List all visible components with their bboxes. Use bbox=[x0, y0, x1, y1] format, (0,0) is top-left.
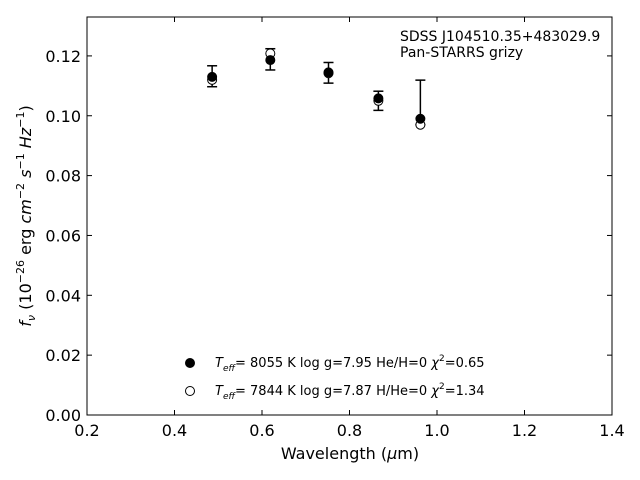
x-tick-label: 0.8 bbox=[337, 421, 362, 440]
y-tick-label: 0.06 bbox=[45, 226, 81, 245]
plot-area bbox=[207, 47, 426, 130]
model-point-filled bbox=[265, 55, 276, 66]
model-point-filled bbox=[323, 67, 334, 78]
x-tick-label: 1.4 bbox=[599, 421, 624, 440]
y-ticks: 0.00 0.02 0.04 0.06 0.08 0.10 0.12 bbox=[45, 47, 612, 425]
x-tick-label: 0.4 bbox=[162, 421, 187, 440]
y-tick-label: 0.04 bbox=[45, 286, 81, 305]
x-tick-label: 1.2 bbox=[512, 421, 537, 440]
legend: Teff= 8055 K log g=7.95 He/H=0 χ2=0.65 T… bbox=[185, 354, 485, 402]
y-tick-label: 0.02 bbox=[45, 346, 81, 365]
y-tick-label: 0.00 bbox=[45, 406, 81, 425]
x-tick-label: 0.6 bbox=[249, 421, 274, 440]
legend-label-model-2: Teff= 7844 K log g=7.87 H/He=0 χ2=1.34 bbox=[215, 382, 485, 402]
legend-label-model-1: Teff= 8055 K log g=7.95 He/H=0 χ2=0.65 bbox=[215, 354, 485, 374]
y-tick-label: 0.08 bbox=[45, 167, 81, 186]
plot-frame bbox=[86, 16, 613, 416]
model-point-filled bbox=[207, 71, 218, 82]
model-point-filled bbox=[415, 113, 426, 124]
y-axis-label: fν (10−26 erg cm−2 s−1 Hz−1) bbox=[14, 105, 38, 326]
annotation-object-name: SDSS J104510.35+483029.9 bbox=[400, 29, 600, 45]
x-tick-label: 1.0 bbox=[424, 421, 449, 440]
y-tick-label: 0.12 bbox=[45, 47, 81, 66]
y-tick-label: 0.10 bbox=[45, 107, 81, 126]
x-tick-label: 0.2 bbox=[74, 421, 99, 440]
annotation-survey: Pan-STARRS grizy bbox=[400, 45, 523, 61]
model-point-filled bbox=[373, 93, 384, 104]
x-axis-label: Wavelength (μm) bbox=[281, 444, 419, 463]
legend-marker-filled bbox=[185, 358, 195, 368]
legend-marker-open bbox=[185, 386, 195, 396]
